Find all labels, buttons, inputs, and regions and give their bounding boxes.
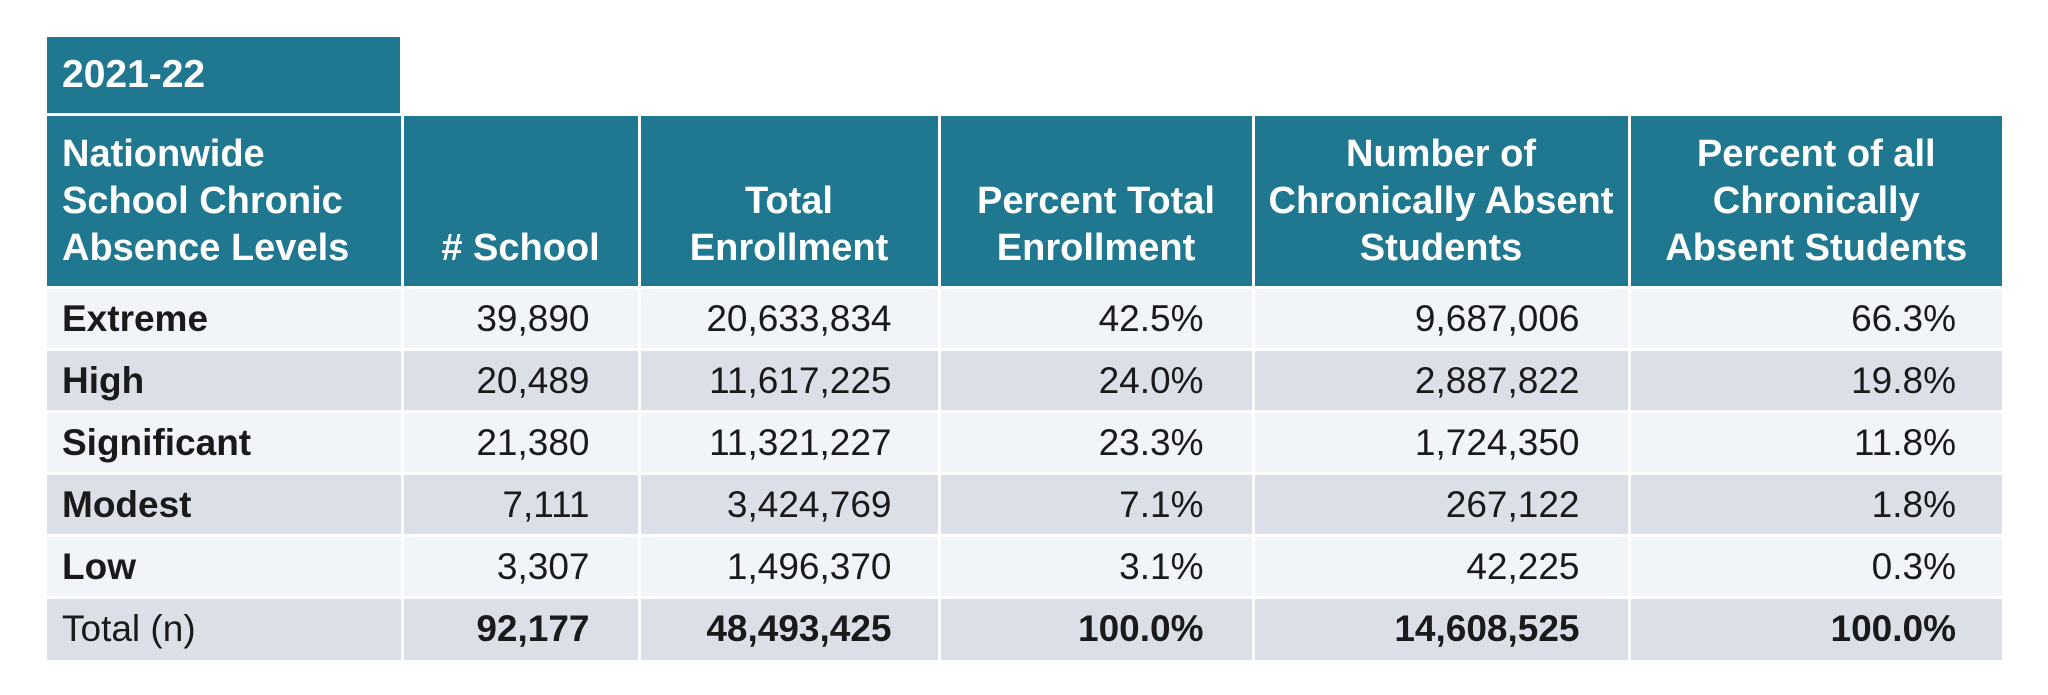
header-percent-chronically-absent: Percent of all Chronically Absent Studen… bbox=[1627, 113, 2002, 288]
table-row: Modest 7,111 3,424,769 7.1% 267,122 1.8% bbox=[47, 472, 2002, 536]
absent-count-cell: 2,887,822 bbox=[1251, 348, 1629, 412]
header-number-chronically-absent: Number of Chronically Absent Students bbox=[1251, 113, 1629, 288]
percent-enrollment-total-cell: 100.0% bbox=[937, 596, 1253, 660]
absent-count-cell: 42,225 bbox=[1251, 534, 1629, 598]
percent-enrollment-cell: 24.0% bbox=[937, 348, 1253, 412]
total-label-cell: Total (n) bbox=[47, 596, 402, 660]
table-row: Low 3,307 1,496,370 3.1% 42,225 0.3% bbox=[47, 534, 2002, 598]
header-absence-levels: Nationwide School Chronic Absence Levels bbox=[47, 113, 402, 288]
percent-absent-total-cell: 100.0% bbox=[1627, 596, 2002, 660]
level-cell: Low bbox=[47, 534, 402, 598]
enrollment-cell: 11,321,227 bbox=[637, 410, 939, 474]
percent-enrollment-cell: 7.1% bbox=[937, 472, 1253, 536]
school-count-cell: 21,380 bbox=[400, 410, 639, 474]
header-row: Nationwide School Chronic Absence Levels… bbox=[47, 113, 2002, 288]
absent-count-cell: 1,724,350 bbox=[1251, 410, 1629, 474]
school-count-cell: 20,489 bbox=[400, 348, 639, 412]
year-label: 2021-22 bbox=[47, 37, 400, 113]
percent-enrollment-cell: 42.5% bbox=[937, 286, 1253, 350]
chronic-absence-table: Nationwide School Chronic Absence Levels… bbox=[47, 113, 2002, 660]
level-cell: Extreme bbox=[47, 286, 402, 350]
table-row: High 20,489 11,617,225 24.0% 2,887,822 1… bbox=[47, 348, 2002, 412]
header-school-count: # School bbox=[400, 113, 639, 288]
enrollment-cell: 20,633,834 bbox=[637, 286, 939, 350]
percent-enrollment-cell: 23.3% bbox=[937, 410, 1253, 474]
school-count-total-cell: 92,177 bbox=[400, 596, 639, 660]
level-cell: Significant bbox=[47, 410, 402, 474]
header-percent-total-enrollment: Percent Total Enrollment bbox=[937, 113, 1253, 288]
percent-absent-cell: 0.3% bbox=[1627, 534, 2002, 598]
header-total-enrollment: Total Enrollment bbox=[637, 113, 939, 288]
percent-enrollment-cell: 3.1% bbox=[937, 534, 1253, 598]
absent-count-cell: 9,687,006 bbox=[1251, 286, 1629, 350]
enrollment-cell: 11,617,225 bbox=[637, 348, 939, 412]
level-cell: Modest bbox=[47, 472, 402, 536]
enrollment-cell: 3,424,769 bbox=[637, 472, 939, 536]
percent-absent-cell: 66.3% bbox=[1627, 286, 2002, 350]
table-row: Extreme 39,890 20,633,834 42.5% 9,687,00… bbox=[47, 286, 2002, 350]
enrollment-total-cell: 48,493,425 bbox=[637, 596, 939, 660]
level-cell: High bbox=[47, 348, 402, 412]
table-row: Significant 21,380 11,321,227 23.3% 1,72… bbox=[47, 410, 2002, 474]
absent-count-total-cell: 14,608,525 bbox=[1251, 596, 1629, 660]
total-row: Total (n) 92,177 48,493,425 100.0% 14,60… bbox=[47, 596, 2002, 660]
percent-absent-cell: 11.8% bbox=[1627, 410, 2002, 474]
percent-absent-cell: 1.8% bbox=[1627, 472, 2002, 536]
absent-count-cell: 267,122 bbox=[1251, 472, 1629, 536]
enrollment-cell: 1,496,370 bbox=[637, 534, 939, 598]
percent-absent-cell: 19.8% bbox=[1627, 348, 2002, 412]
school-count-cell: 39,890 bbox=[400, 286, 639, 350]
school-count-cell: 7,111 bbox=[400, 472, 639, 536]
school-count-cell: 3,307 bbox=[400, 534, 639, 598]
